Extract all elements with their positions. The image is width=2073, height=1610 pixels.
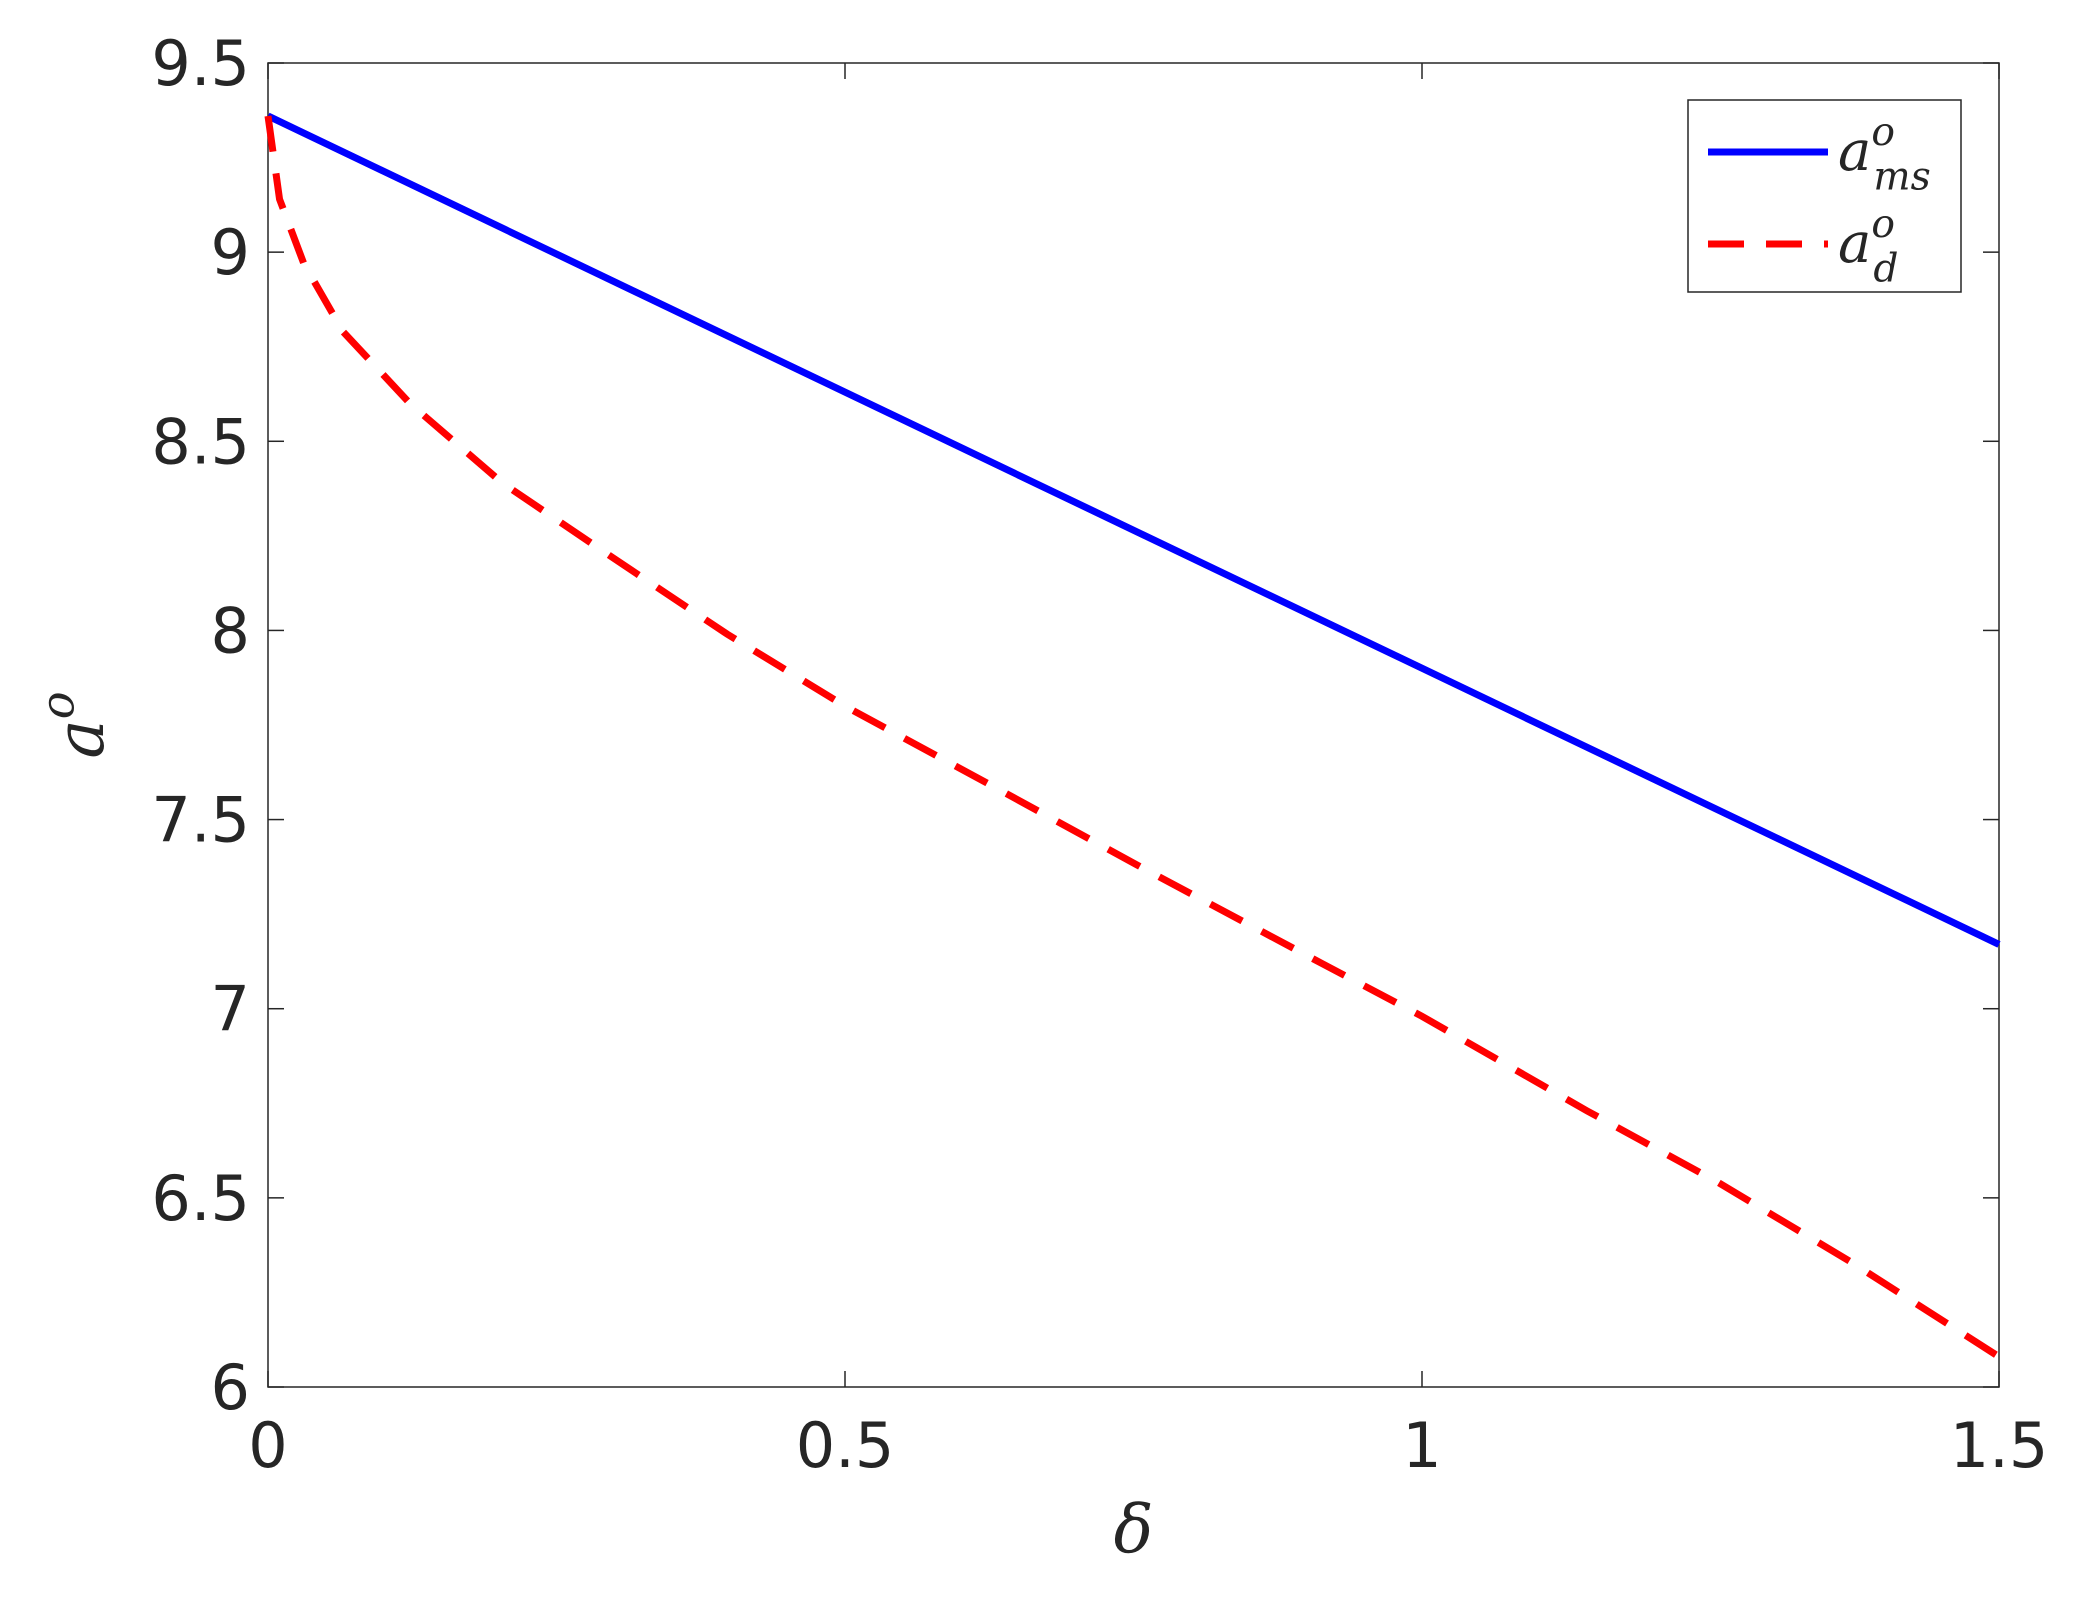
- x-axis-label: δ: [1114, 1491, 1154, 1568]
- y-axis-label: ao: [30, 691, 119, 758]
- y-tick-label: 6.5: [151, 1162, 250, 1235]
- y-tick-label: 9: [211, 216, 250, 289]
- y-tick-label: 6: [211, 1351, 250, 1424]
- data-line: [264, 115, 2001, 1360]
- legend-label: ao d: [1838, 202, 1899, 292]
- data-line: [266, 112, 2001, 948]
- x-tick-label: 0: [248, 1409, 287, 1482]
- x-tick-label: 1: [1402, 1409, 1441, 1482]
- y-tick-label: 7.5: [151, 784, 250, 857]
- y-tick-label: 8: [211, 594, 250, 667]
- legend-box: [1687, 99, 1962, 293]
- y-tick-label: 8.5: [151, 405, 250, 478]
- legend-label: ao ms: [1838, 110, 1931, 200]
- y-tick-label: 7: [211, 973, 250, 1046]
- x-tick-label: 0.5: [796, 1409, 895, 1482]
- y-tick-label: 9.5: [151, 27, 250, 100]
- x-tick-label: 1.5: [1950, 1409, 2049, 1482]
